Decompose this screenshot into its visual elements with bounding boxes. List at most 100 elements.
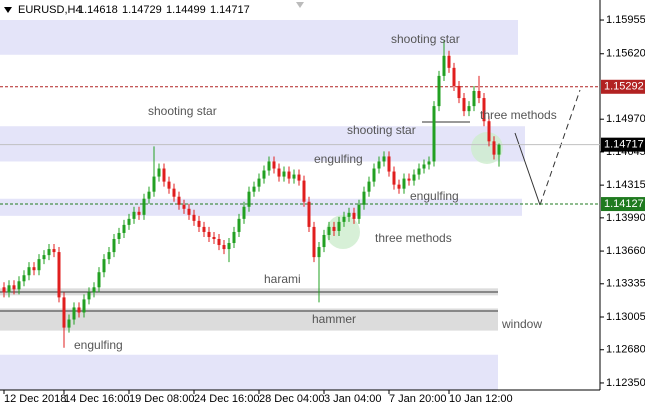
y-tick-label: 1.13335 — [606, 278, 645, 290]
header-price: 1.14499 — [166, 4, 206, 16]
candle-body — [212, 236, 216, 239]
candle-body — [197, 220, 201, 227]
candle-body — [47, 249, 51, 256]
candle-body — [92, 287, 96, 293]
annotation: three methods — [480, 108, 557, 122]
candle-body — [352, 212, 356, 219]
annotation: shooting star — [347, 123, 416, 137]
annotation: harami — [264, 272, 301, 286]
candle-body — [132, 211, 136, 219]
candle-body — [357, 204, 361, 219]
price-tag — [601, 79, 645, 94]
candle-body — [117, 232, 121, 239]
y-tick-label: 1.13660 — [606, 245, 645, 257]
candle-body — [427, 161, 431, 165]
candle-body — [52, 249, 56, 253]
candle-body — [82, 299, 86, 313]
annotation: shooting star — [148, 104, 217, 118]
candle-body — [387, 156, 391, 172]
candle-body — [492, 141, 496, 155]
price-tag-label: 1.14127 — [604, 198, 644, 210]
y-tick-label: 1.12680 — [606, 344, 645, 356]
candle-body — [312, 226, 316, 258]
candle-body — [217, 238, 221, 246]
candle-body — [112, 238, 116, 253]
candle-body — [202, 226, 206, 232]
annotation: engulfing — [410, 189, 459, 203]
candle-body — [232, 231, 236, 244]
candle-body — [157, 168, 161, 177]
annotation: shooting star — [391, 32, 460, 46]
zone — [0, 354, 498, 390]
candle-body — [22, 275, 26, 282]
candle-body — [467, 106, 471, 112]
candle-body — [122, 224, 126, 233]
candle-body — [167, 181, 171, 189]
candle-body — [267, 161, 271, 171]
candle-body — [287, 171, 291, 179]
candle-body — [382, 156, 386, 162]
candle-body — [392, 171, 396, 185]
candle-body — [77, 307, 81, 313]
candle-body — [97, 272, 101, 288]
candle-body — [412, 174, 416, 181]
candle-body — [342, 216, 346, 222]
candle-body — [297, 174, 301, 181]
x-tick-label: 12 Dec 2018 — [4, 393, 66, 405]
candle-body — [302, 180, 306, 202]
candle-body — [322, 234, 326, 248]
candle-body — [327, 226, 331, 235]
price-tag-label: 1.14717 — [604, 139, 644, 151]
candle-body — [37, 259, 41, 271]
candle-body — [242, 206, 246, 219]
symbol: EURUSD,H4 — [18, 4, 82, 16]
candle-body — [67, 319, 71, 328]
candle-body — [187, 208, 191, 215]
y-tick-label: 1.14315 — [606, 179, 645, 191]
candle-body — [377, 161, 381, 169]
zone — [0, 308, 498, 331]
x-tick-label: 28 Dec 04:00 — [259, 393, 324, 405]
candle-body — [437, 75, 441, 107]
candle-body — [142, 198, 146, 215]
candle-body — [227, 243, 231, 250]
candle-body — [482, 98, 486, 122]
x-tick-label: 14 Dec 16:00 — [64, 393, 129, 405]
candle-body — [72, 307, 76, 320]
candle-body — [42, 255, 46, 260]
annotation: engulfing — [74, 338, 123, 352]
candle-body — [367, 181, 371, 192]
candle-body — [177, 196, 181, 205]
candle-body — [292, 174, 296, 179]
candle-body — [497, 144, 501, 155]
annotation: hammer — [312, 312, 356, 326]
candle-body — [407, 178, 411, 181]
annotation: three methods — [375, 231, 452, 245]
candle-body — [32, 267, 36, 271]
header-price: 1.14717 — [210, 4, 250, 16]
candle-body — [17, 281, 21, 290]
candle-body — [272, 161, 276, 169]
zone — [0, 198, 522, 216]
candle-body — [277, 168, 281, 177]
x-tick-label: 24 Dec 16:00 — [194, 393, 259, 405]
candle-body — [257, 178, 261, 187]
candle-body — [402, 178, 406, 189]
shift-marker — [296, 2, 304, 8]
candle-body — [317, 247, 321, 258]
candle-body — [307, 201, 311, 227]
candle-body — [57, 252, 61, 298]
candle-body — [337, 221, 341, 231]
candle-body — [472, 91, 476, 107]
candle-body — [252, 186, 256, 192]
candle-body — [107, 252, 111, 260]
zone — [0, 126, 525, 162]
header-price: 1.14729 — [122, 4, 162, 16]
candle-body — [12, 285, 16, 290]
candle-body — [152, 176, 156, 192]
candle-body — [207, 231, 211, 237]
candle-body — [477, 91, 481, 99]
candle-body — [102, 259, 106, 273]
y-tick-label: 1.14970 — [606, 113, 645, 125]
